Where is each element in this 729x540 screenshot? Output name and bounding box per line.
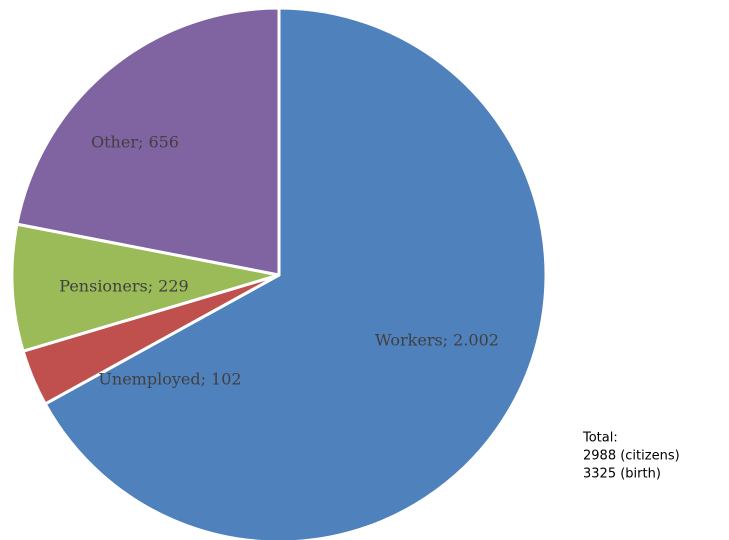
data-label: Unemployed; 102 [98, 370, 241, 389]
annotation: 3325 (birth) [583, 467, 661, 482]
pie-slice [10, 222, 281, 353]
annotation: 2988 (citizens) [583, 449, 680, 464]
data-label: Pensioners; 229 [59, 277, 188, 296]
pie-slice [43, 6, 548, 540]
pie-slice [15, 6, 281, 277]
data-label: Other; 656 [91, 133, 179, 152]
data-label: Workers; 2.002 [375, 331, 499, 350]
annotation: Total: [582, 431, 618, 446]
